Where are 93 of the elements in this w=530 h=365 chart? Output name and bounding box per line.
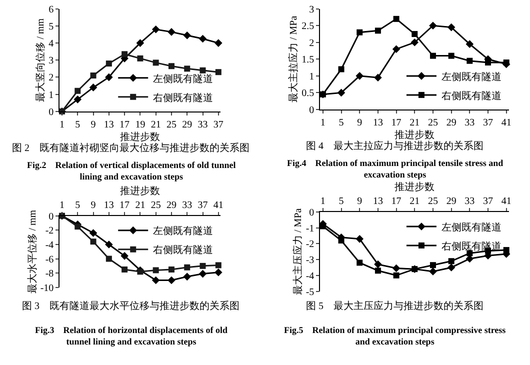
x-tick-label: 33	[182, 200, 192, 211]
x-tick-label: 9	[357, 196, 362, 207]
text: Fig.2 Relation of vertical displacements of old tunnel lining and excavation steps	[27, 160, 236, 182]
y-tick-label: 2	[309, 38, 314, 49]
legend-label: 右侧既有隧道	[153, 92, 214, 104]
legend-label: 右侧既有隧道	[441, 90, 502, 102]
y-tick-label: 0.5	[302, 88, 314, 100]
y-tick-label: 1	[48, 90, 54, 101]
y-tick-label: 0	[309, 104, 314, 116]
y-tick-label: -10	[40, 282, 54, 294]
x-tick-label: 5	[75, 119, 80, 130]
x-tick-label: 9	[357, 117, 362, 128]
y-tick-label: -8	[45, 268, 54, 280]
y-axis-title: 最大水平位移 / mm	[26, 210, 38, 294]
y-tick-label: -4	[45, 240, 54, 251]
y-tick-label: -1	[306, 223, 314, 234]
legend-label: 左侧既有隧道	[153, 72, 214, 85]
y-tick-label: -2	[45, 226, 54, 237]
x-tick-label: 41	[501, 117, 512, 128]
y-tick-label: 5	[48, 21, 54, 32]
x-tick-label: 21	[150, 119, 161, 130]
x-tick-label: 29	[166, 200, 176, 211]
y-tick-label: -6	[45, 254, 54, 266]
x-tick-label: 21	[410, 117, 420, 128]
x-axis-title: 推进步数	[394, 128, 435, 141]
x-tick-label: 37	[483, 196, 494, 207]
y-tick-label: -5	[306, 286, 314, 298]
y-tick-label: 3	[309, 4, 314, 16]
text: 图 5 最大主压应力与推进步数的关系图	[306, 300, 484, 312]
x-tick-label: 25	[428, 117, 438, 128]
x2-axis-title: 推进步数	[394, 180, 435, 193]
x-tick-label: 5	[338, 196, 344, 207]
x-tick-label: 9	[90, 119, 96, 130]
x-tick-label: 5	[75, 200, 80, 211]
legend-label: 左侧既有隧道	[441, 221, 502, 234]
text: 图 2 既有隧道衬砌竖向最大位移与推进步数的关系图	[12, 142, 250, 154]
x-tick-label: 1	[60, 200, 65, 211]
x-tick-label: 13	[372, 117, 383, 128]
y-axis-title: 最大竖向位移 / mm	[34, 18, 47, 102]
x-tick-label: 1	[60, 119, 65, 130]
x-tick-label: 37	[483, 117, 494, 128]
x-tick-label: 25	[150, 200, 161, 211]
x-tick-label: 25	[428, 196, 438, 207]
y-tick-label: 1.5	[302, 54, 314, 66]
x-tick-label: 33	[198, 119, 208, 130]
x-tick-label: 37	[213, 119, 224, 130]
x-tick-label: 17	[391, 117, 402, 128]
x-tick-label: 33	[464, 196, 475, 207]
x-tick-label: 9	[90, 200, 96, 211]
y-axis-title: 最大主压应力 / MPa	[292, 208, 304, 295]
x-tick-label: 1	[320, 196, 326, 207]
x-tick-label: 5	[338, 117, 344, 128]
x-tick-label: 13	[104, 200, 114, 211]
x-tick-label: 17	[120, 119, 130, 130]
text: 图 3 既有隧道最大水平位移与推进步数的关系图	[22, 300, 240, 312]
x-tick-label: 25	[166, 119, 176, 130]
text: 图 4 最大主拉应力与推进步数的关系图	[306, 140, 484, 152]
x-tick-label: 13	[104, 119, 114, 130]
x-tick-label: 29	[446, 117, 456, 128]
x-tick-label: 17	[391, 196, 402, 207]
y-tick-label: -3	[306, 255, 314, 266]
x-tick-label: 37	[198, 200, 208, 211]
x-tick-label: 17	[120, 200, 130, 211]
y-tick-label: 2.5	[302, 21, 314, 32]
legend-label: 左侧既有隧道	[153, 225, 214, 238]
y-tick-label: 3	[48, 56, 54, 67]
x-tick-label: 21	[135, 200, 146, 211]
x-tick-label: 33	[464, 117, 475, 128]
y-axis-title: 最大主拉应力 / MPa	[288, 15, 300, 102]
text: Fig.5 Relation of maximum principal compressive stress and excavation steps	[284, 325, 506, 347]
x-tick-label: 29	[446, 196, 456, 207]
legend-label: 右侧既有隧道	[153, 244, 214, 256]
x-tick-label: 41	[501, 196, 512, 207]
x-tick-label: 19	[135, 119, 146, 130]
y-tick-label: -2	[306, 239, 314, 250]
y-tick-label: -4	[306, 270, 314, 282]
legend-label: 左侧既有隧道	[441, 70, 502, 83]
y-tick-label: 1	[309, 71, 314, 82]
x-tick-label: 21	[410, 196, 420, 207]
y-tick-label: 2	[48, 72, 54, 84]
y-tick-label: 0	[48, 106, 54, 118]
text: Fig.4 Relation of maximum principal tensile stress and excavation steps	[287, 158, 504, 180]
x2-axis-title: 推进步数	[120, 184, 160, 197]
x-tick-label: 41	[213, 200, 224, 211]
y-tick-label: 4	[48, 38, 54, 50]
x-tick-label: 1	[320, 117, 326, 128]
y-tick-label: 6	[48, 4, 54, 16]
x-axis-title: 推进步数	[120, 130, 160, 143]
x-tick-label: 13	[372, 196, 383, 207]
y-tick-label: 0	[309, 207, 314, 218]
x-tick-label: 29	[182, 119, 192, 130]
y-tick-label: 0	[48, 211, 54, 222]
text: Fig.3 Relation of horizontal displacements of old tunnel lining and excavation steps	[35, 325, 228, 347]
